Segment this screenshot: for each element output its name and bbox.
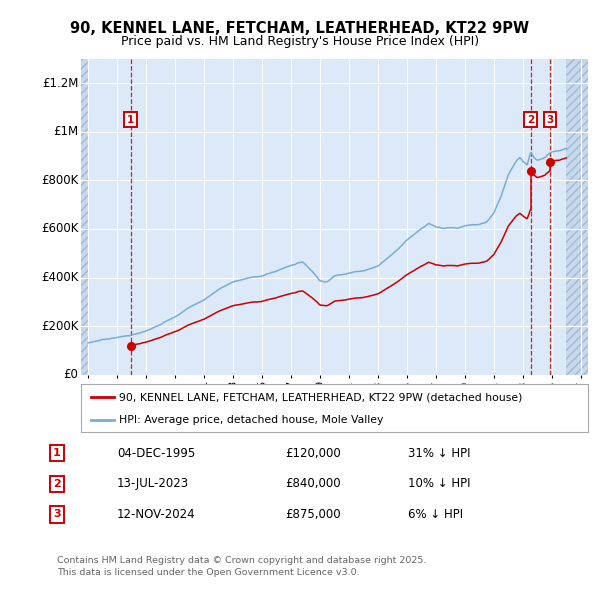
Text: 10% ↓ HPI: 10% ↓ HPI — [408, 477, 470, 490]
Text: Price paid vs. HM Land Registry's House Price Index (HPI): Price paid vs. HM Land Registry's House … — [121, 35, 479, 48]
Text: 31% ↓ HPI: 31% ↓ HPI — [408, 447, 470, 460]
Text: 90, KENNEL LANE, FETCHAM, LEATHERHEAD, KT22 9PW: 90, KENNEL LANE, FETCHAM, LEATHERHEAD, K… — [70, 21, 530, 36]
Text: £0: £0 — [64, 368, 79, 381]
Text: 1: 1 — [53, 448, 61, 458]
Text: Contains HM Land Registry data © Crown copyright and database right 2025.
This d: Contains HM Land Registry data © Crown c… — [57, 556, 427, 577]
Text: £800K: £800K — [41, 174, 79, 187]
Text: HPI: Average price, detached house, Mole Valley: HPI: Average price, detached house, Mole… — [119, 415, 383, 425]
Text: £120,000: £120,000 — [285, 447, 341, 460]
Text: 3: 3 — [53, 510, 61, 519]
Text: 13-JUL-2023: 13-JUL-2023 — [117, 477, 189, 490]
Text: 90, KENNEL LANE, FETCHAM, LEATHERHEAD, KT22 9PW (detached house): 90, KENNEL LANE, FETCHAM, LEATHERHEAD, K… — [119, 392, 523, 402]
Text: 1: 1 — [127, 114, 134, 124]
Text: 6% ↓ HPI: 6% ↓ HPI — [408, 508, 463, 521]
Text: 3: 3 — [546, 114, 554, 124]
Text: £400K: £400K — [41, 271, 79, 284]
Text: £600K: £600K — [41, 222, 79, 235]
Text: £200K: £200K — [41, 320, 79, 333]
Text: 2: 2 — [53, 479, 61, 489]
Text: 04-DEC-1995: 04-DEC-1995 — [117, 447, 195, 460]
Bar — [566, 59, 588, 375]
Text: £840,000: £840,000 — [285, 477, 341, 490]
Text: £1.2M: £1.2M — [42, 77, 79, 90]
Text: £1M: £1M — [53, 125, 79, 138]
Text: 12-NOV-2024: 12-NOV-2024 — [117, 508, 196, 521]
Bar — [81, 59, 88, 375]
Text: £875,000: £875,000 — [285, 508, 341, 521]
Text: 2: 2 — [527, 114, 534, 124]
